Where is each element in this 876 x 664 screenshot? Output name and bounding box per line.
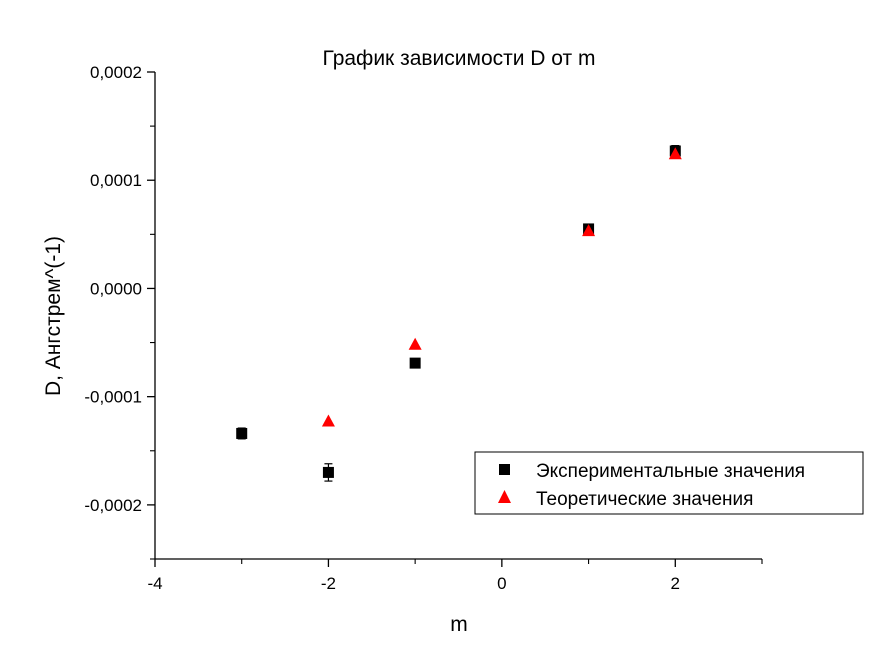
x-tick-label: 0 (497, 574, 506, 593)
tick-labels: -4 -2 0 2 -0,0002 -0,0001 0,0000 0,0001 0,0002 (84, 63, 680, 593)
legend: Экспериментальные значения Теоретические… (474, 451, 864, 515)
x-tick-label: 2 (671, 574, 680, 593)
legend-marker-theoretical (498, 490, 511, 503)
x-tick-label: -4 (147, 574, 162, 593)
ticks (147, 71, 763, 567)
x-tick-label: -2 (321, 574, 336, 593)
x-axis-title: m (450, 613, 468, 636)
y-tick-label: 0,0002 (90, 63, 142, 82)
axes (154, 72, 762, 560)
experimental-point (236, 427, 248, 439)
theoretical-point (668, 147, 682, 160)
theoretical-point (321, 414, 335, 427)
chart-title: График зависимости D от m (323, 47, 596, 70)
y-tick-label: -0,0002 (84, 496, 142, 515)
data-points (236, 144, 682, 482)
theoretical-point (582, 224, 596, 237)
legend-label-experimental: Экспериментальные значения (536, 461, 805, 482)
theoretical-point (408, 337, 422, 350)
y-axis-title: D, Ангстрем^(-1) (42, 236, 65, 396)
y-tick-label: -0,0001 (84, 388, 142, 407)
y-tick-label: 0,0000 (90, 279, 142, 298)
experimental-point (322, 466, 334, 478)
y-tick-label: 0,0001 (90, 171, 142, 190)
legend-label-theoretical: Теоретические значения (536, 489, 753, 510)
legend-box (474, 451, 864, 515)
legend-marker-experimental (499, 464, 510, 475)
experimental-point (409, 357, 421, 369)
